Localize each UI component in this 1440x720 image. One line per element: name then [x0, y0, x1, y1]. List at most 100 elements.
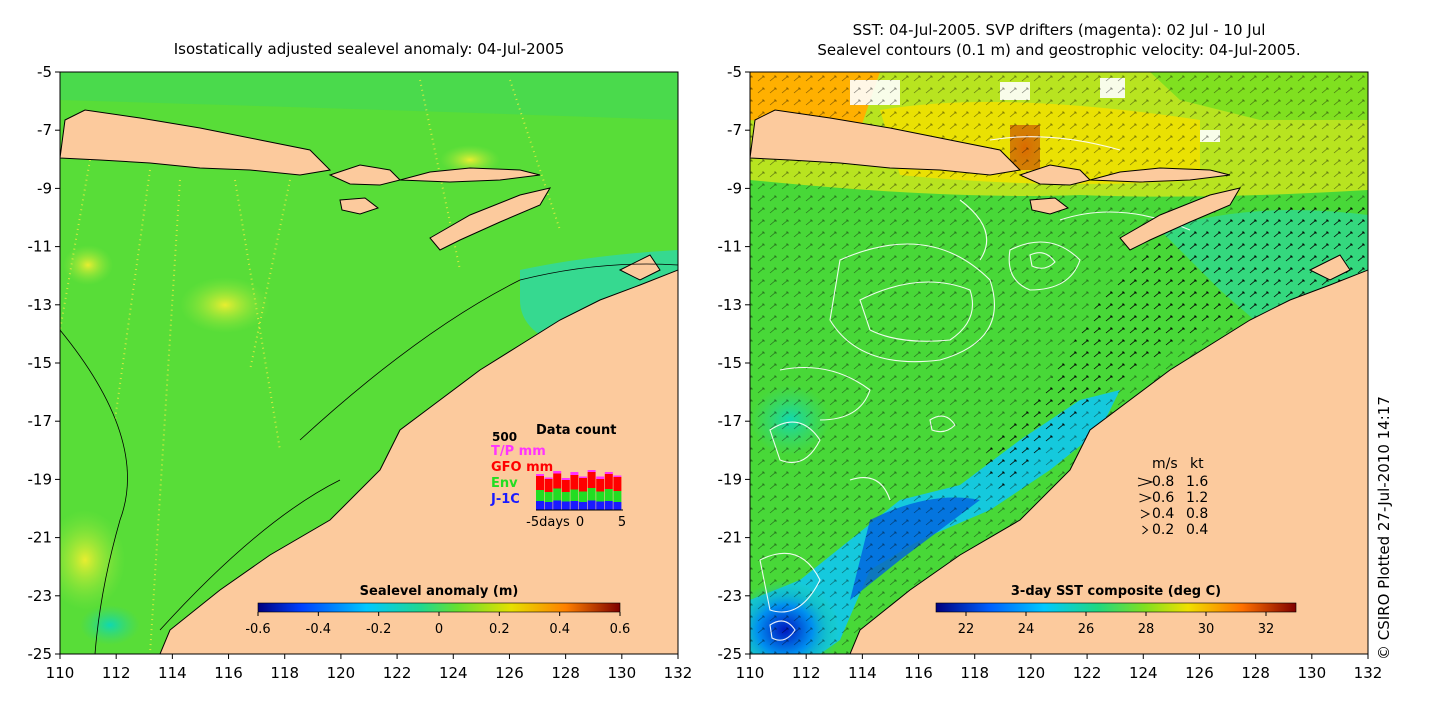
left-x-tick-126: 126: [495, 664, 524, 682]
land-masses-sst: [750, 109, 1368, 654]
data-count-bar-jason-2: [596, 501, 605, 510]
velocity-legend: m/s kt 0.8 1.60.6 1.20.4 0.80.2 0.4: [1137, 456, 1208, 538]
left-y-tick--5: -5: [37, 63, 52, 81]
data-count-bar-envisat-2: [596, 491, 605, 502]
data-count-bar-tp--3: [553, 471, 562, 474]
data-count-bar-envisat--1: [570, 489, 579, 501]
sealevel-anomaly-map: [60, 72, 678, 654]
velocity-legend-ms-2: 0.4: [1152, 506, 1174, 522]
data-count-bar-tp--1: [570, 472, 579, 475]
right-y-tick--21: -21: [718, 529, 743, 547]
left-x-tick-112: 112: [102, 664, 131, 682]
data-count-bar-envisat--4: [544, 492, 553, 502]
right-x-tick-120: 120: [1017, 664, 1046, 682]
velocity-legend-arrow-2: [1140, 509, 1151, 519]
right-x-tick-112: 112: [792, 664, 821, 682]
data-count-bar-gfo-1: [587, 472, 596, 488]
data-count-bar-tp-2: [596, 476, 605, 479]
data-count-bar-gfo--2: [561, 480, 570, 492]
data-count-bar-envisat-1: [587, 488, 596, 501]
left-colorbar-tick--0.2: -0.2: [366, 622, 391, 637]
right-x-tick-114: 114: [848, 664, 877, 682]
left-x-tick-124: 124: [439, 664, 468, 682]
right-y-tick--5: -5: [727, 63, 742, 81]
data-count-axis-tick-2: 5: [618, 515, 626, 530]
left-panel-title: Isostatically adjusted sealevel anomaly:…: [173, 40, 565, 58]
left-x-tick-130: 130: [607, 664, 636, 682]
right-colorbar-label: 3-day SST composite (deg C): [1011, 584, 1221, 599]
data-count-bar-gfo--1: [570, 475, 579, 490]
left-y-tick--19: -19: [28, 470, 53, 488]
data-count-bar-tp--4: [544, 477, 553, 479]
data-count-bar-jason--4: [544, 502, 553, 510]
left-colorbar-tick-0.4: 0.4: [549, 622, 570, 637]
data-count-bar-jason-1: [587, 500, 596, 510]
data-count-bar-jason--2: [561, 501, 570, 510]
left-x-tick-114: 114: [158, 664, 187, 682]
left-y-tick--11: -11: [28, 238, 53, 256]
right-x-tick-110: 110: [736, 664, 765, 682]
left-x-tick-118: 118: [270, 664, 299, 682]
velocity-legend-ms-3: 0.2: [1152, 522, 1174, 538]
left-x-tick-120: 120: [327, 664, 356, 682]
data-count-title: Data count: [536, 423, 616, 438]
data-count-bar-envisat--5: [536, 490, 544, 501]
velocity-legend-kt-2: 0.8: [1186, 506, 1208, 522]
right-x-tick-118: 118: [960, 664, 989, 682]
data-count-bar-tp--5: [536, 474, 544, 476]
data-count-legend-3: J-1C: [490, 492, 520, 507]
velocity-legend-arrow-0: [1137, 477, 1154, 487]
right-y-tick--15: -15: [718, 354, 743, 372]
data-count-bar-envisat-4: [613, 491, 622, 502]
right-x-tick-116: 116: [904, 664, 933, 682]
right-y-tick--19: -19: [718, 470, 743, 488]
data-count-bar-tp-3: [604, 472, 613, 474]
land-masses: [60, 109, 678, 654]
data-count-bar-tp-0: [579, 476, 587, 478]
data-count-bar-jason-0: [579, 502, 587, 510]
left-colorbar-tick-0: 0: [435, 622, 443, 637]
velocity-legend-arrow-3: [1142, 525, 1149, 535]
data-count-bar-jason--5: [536, 501, 544, 510]
left-x-tick-122: 122: [383, 664, 412, 682]
data-count-bar-envisat--3: [553, 488, 562, 501]
data-count-axis-tick-1: 0: [576, 515, 584, 530]
data-count-bar-jason-4: [613, 502, 622, 510]
velocity-legend-arrow-1: [1139, 493, 1152, 503]
left-y-tick--21: -21: [28, 529, 53, 547]
data-count-legend-0: T/P mm: [491, 444, 546, 459]
velocity-legend-kt-0: 1.6: [1186, 474, 1208, 490]
left-x-tick-110: 110: [46, 664, 75, 682]
data-count-bar-tp--2: [561, 478, 570, 480]
data-count-bar-gfo-0: [579, 478, 587, 492]
left-y-tick--7: -7: [37, 121, 52, 139]
right-x-tick-126: 126: [1185, 664, 1214, 682]
data-count-bar-envisat-3: [604, 489, 613, 501]
right-y-tick--23: -23: [718, 587, 743, 605]
left-colorbar-tick--0.6: -0.6: [245, 622, 270, 637]
velocity-legend-kt-1: 1.2: [1186, 490, 1208, 506]
right-panel-title-line1: SST: 04-Jul-2005. SVP drifters (magenta)…: [852, 21, 1266, 39]
right-x-tick-128: 128: [1241, 664, 1270, 682]
left-x-axis: 110 112 114 116 118 120 122 124 126 128 130 132: [46, 654, 692, 682]
right-panel-title-line2: Sealevel contours (0.1 m) and geostrophi…: [817, 41, 1301, 59]
data-count-bar-jason--3: [553, 500, 562, 510]
data-count-bar-gfo--3: [553, 473, 562, 489]
data-count-bar-gfo-3: [604, 474, 613, 489]
data-count-bar-jason--1: [570, 501, 579, 510]
right-colorbar: 3-day SST composite (deg C) 22 24 26 28 30 32: [935, 584, 1297, 637]
right-y-axis: -5 -7 -9 -11 -13 -15 -17 -19 -21 -23 -25: [718, 63, 750, 663]
data-count-bar-tp-4: [613, 475, 622, 477]
right-x-tick-122: 122: [1073, 664, 1102, 682]
left-y-tick--25: -25: [28, 645, 53, 663]
data-count-axis-tick-0: -5days: [526, 515, 570, 530]
left-y-tick--9: -9: [37, 179, 52, 197]
right-y-tick--25: -25: [718, 645, 743, 663]
right-y-tick--17: -17: [718, 412, 743, 430]
left-y-tick--15: -15: [28, 354, 53, 372]
right-colorbar-tick-26: 26: [1078, 622, 1095, 637]
data-count-bar-envisat--2: [561, 492, 570, 502]
left-colorbar-label: Sealevel anomaly (m): [360, 584, 519, 599]
